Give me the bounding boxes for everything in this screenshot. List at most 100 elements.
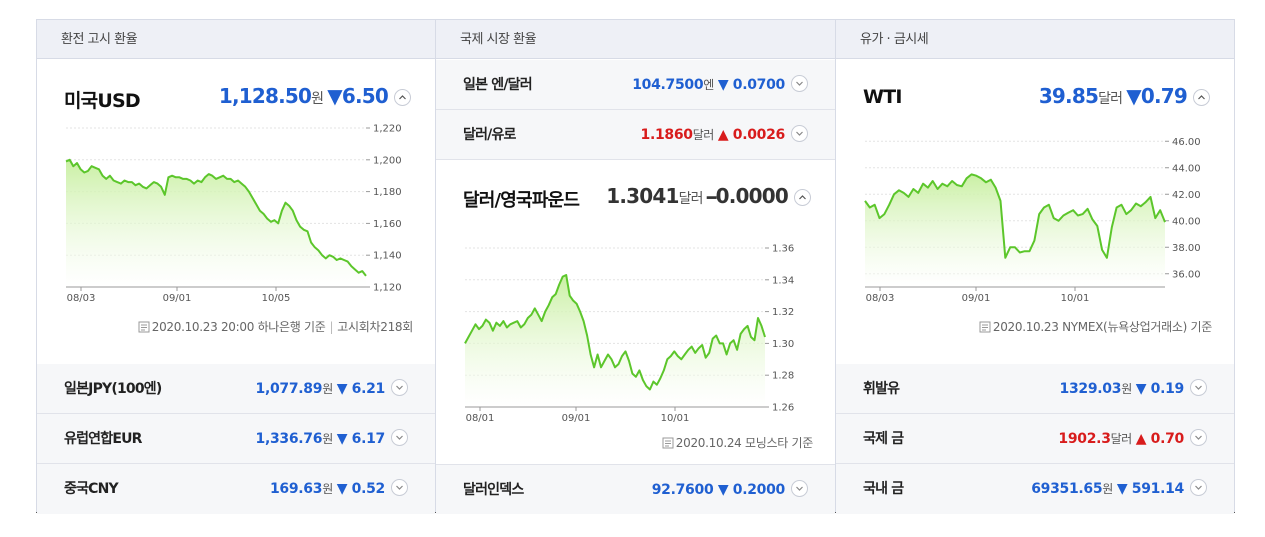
list-item[interactable]: 유럽연합EUR 1,336.76원 ▼ 6.17 (37, 414, 435, 464)
item-change: 0.52 (351, 481, 386, 497)
price-unit: 달러 (1098, 91, 1123, 107)
main-currency-name: 미국USD (64, 90, 141, 112)
note-source: NYMEX(뉴욕상업거래소) 기준 (1062, 320, 1212, 334)
document-icon (979, 321, 991, 333)
rate-change: 6.50 (341, 84, 389, 108)
y-tick-label: 1,200 (373, 155, 402, 166)
rate-change: 0.0000 (715, 184, 789, 208)
column-header: 유가 · 금시세 (836, 20, 1234, 59)
column-header: 환전 고시 환율 (37, 20, 435, 59)
y-tick-label: 1,220 (373, 124, 402, 135)
item-value: 92.7600 (651, 482, 714, 498)
item-unit: 원 (322, 482, 333, 496)
up-arrow-icon: ▲ (1135, 431, 1147, 447)
usd-rate-chart: 1,220 1,200 1,180 1,160 1,140 1,120 08/03 09/01… (65, 124, 402, 304)
expand-toggle-icon[interactable] (391, 379, 408, 396)
expand-toggle-icon[interactable] (1190, 429, 1207, 446)
x-tick-label: 09/01 (562, 413, 591, 424)
column-header: 국제 시장 환율 (436, 20, 835, 59)
list-item[interactable]: 휘발유 1329.03원 ▼ 0.19 (836, 364, 1234, 414)
chart-footnote: 2020.10.23 20:00 하나은행 기준 | 고시회차218회 (138, 318, 413, 335)
list-item[interactable]: 국내 금 69351.65원 ▼ 591.14 (836, 464, 1234, 514)
item-unit: 원 (322, 432, 333, 446)
gbp-main-card[interactable]: 달러/영국파운드 1.3041달러 ━0.0000 1.36 1.34 1.32 1.3… (436, 161, 835, 463)
oil-gold-column: 유가 · 금시세 WTI 39.85달러 ▼0.79 46.00 44.00 42.0… (836, 20, 1235, 514)
series-area (66, 159, 366, 287)
item-change: 0.19 (1150, 381, 1185, 397)
down-arrow-icon: ▼ (336, 381, 348, 397)
item-values: 1.1860달러 ▲ 0.0026 (641, 110, 808, 160)
note-date: 2020.10.24 (675, 436, 742, 450)
item-name: 달러인덱스 (463, 482, 524, 498)
item-value: 1.1860 (640, 127, 694, 143)
wti-price-chart: 46.00 44.00 42.00 40.00 38.00 36.00 08/03 09/01… (864, 137, 1201, 304)
expand-toggle-icon[interactable] (391, 429, 408, 446)
down-arrow-icon: ▼ (717, 77, 729, 93)
x-tick-label: 08/03 (866, 293, 895, 304)
item-name: 국내 금 (863, 481, 904, 497)
list-item[interactable]: 중국CNY 169.63원 ▼ 0.52 (37, 464, 435, 514)
collapse-toggle-icon[interactable] (1193, 89, 1210, 106)
item-value: 69351.65 (1031, 481, 1103, 497)
item-unit: 달러 (1110, 432, 1133, 446)
x-tick-label: 09/01 (962, 293, 991, 304)
usd-main-card[interactable]: 미국USD 1,128.50원 ▼6.50 1,220 1,200 1,180 1,16… (37, 60, 435, 363)
series-area (465, 275, 765, 407)
expand-toggle-icon[interactable] (791, 125, 808, 142)
change-arrow-icon: ▼ (327, 84, 342, 108)
expand-toggle-icon[interactable] (1190, 479, 1207, 496)
y-tick-label: 44.00 (1172, 163, 1201, 174)
y-tick-label: 1,140 (373, 251, 402, 262)
item-name: 일본JPY(100엔) (64, 381, 162, 397)
item-values: 69351.65원 ▼ 591.14 (1031, 464, 1207, 514)
y-tick-label: 1,120 (373, 283, 402, 294)
x-tick-label: 10/01 (661, 413, 690, 424)
y-tick-label: 46.00 (1172, 137, 1201, 148)
collapse-toggle-icon[interactable] (794, 189, 811, 206)
x-tick-label: 08/01 (466, 413, 495, 424)
down-arrow-icon: ▼ (1135, 381, 1147, 397)
item-values: 92.7600 ▼ 0.2000 (652, 465, 808, 515)
y-tick-label: 1.30 (772, 339, 794, 350)
expand-toggle-icon[interactable] (1190, 379, 1207, 396)
item-values: 1,077.89원 ▼ 6.21 (255, 364, 408, 414)
wti-main-card[interactable]: WTI 39.85달러 ▼0.79 46.00 44.00 42.00 40.00 38.… (836, 60, 1234, 363)
item-change: 0.0026 (732, 127, 786, 143)
item-value: 1902.3 (1058, 431, 1111, 447)
item-name: 휘발유 (863, 381, 900, 397)
chart-footnote: 2020.10.23 NYMEX(뉴욕상업거래소) 기준 (979, 318, 1212, 335)
collapse-toggle-icon[interactable] (394, 89, 411, 106)
item-value: 1,336.76 (255, 431, 323, 447)
expand-toggle-icon[interactable] (391, 479, 408, 496)
series-line (65, 158, 367, 277)
series-line (464, 274, 766, 391)
item-value: 1,077.89 (255, 381, 323, 397)
y-tick-label: 1,180 (373, 187, 402, 198)
item-value: 1329.03 (1059, 381, 1122, 397)
gbp-rate-chart: 1.36 1.34 1.32 1.30 1.28 1.26 08/01 09/01 10/01 (464, 244, 794, 424)
price-change: 0.79 (1140, 84, 1188, 108)
list-item[interactable]: 일본 엔/달러 104.7500엔 ▼ 0.0700 (436, 60, 835, 110)
expand-toggle-icon[interactable] (791, 75, 808, 92)
main-currency-value: 1.3041달러 ━0.0000 (606, 184, 811, 208)
list-item[interactable]: 달러/유로 1.1860달러 ▲ 0.0026 (436, 110, 835, 160)
y-tick-label: 1,160 (373, 219, 402, 230)
main-currency-value: 1,128.50원 ▼6.50 (219, 84, 411, 108)
note-date: 2020.10.23 (992, 320, 1059, 334)
down-arrow-icon: ▼ (336, 431, 348, 447)
item-name: 달러/유로 (463, 127, 516, 143)
list-item[interactable]: 국제 금 1902.3달러 ▲ 0.70 (836, 414, 1234, 464)
expand-toggle-icon[interactable] (791, 480, 808, 497)
list-item[interactable]: 일본JPY(100엔) 1,077.89원 ▼ 6.21 (37, 364, 435, 414)
note-source: 모닝스타 기준 (745, 436, 813, 450)
y-tick-label: 1.26 (772, 403, 794, 414)
rate-unit: 원 (311, 91, 324, 107)
down-arrow-icon: ▼ (336, 481, 348, 497)
item-change: 6.21 (351, 381, 386, 397)
list-item[interactable]: 달러인덱스 92.7600 ▼ 0.2000 (436, 464, 835, 514)
item-name: 중국CNY (64, 481, 119, 497)
item-values: 1329.03원 ▼ 0.19 (1060, 364, 1207, 414)
item-values: 104.7500엔 ▼ 0.0700 (632, 60, 808, 110)
international-rate-column: 국제 시장 환율 일본 엔/달러 104.7500엔 ▼ 0.0700 달러/유로… (436, 20, 836, 514)
main-commodity-name: WTI (863, 86, 902, 108)
